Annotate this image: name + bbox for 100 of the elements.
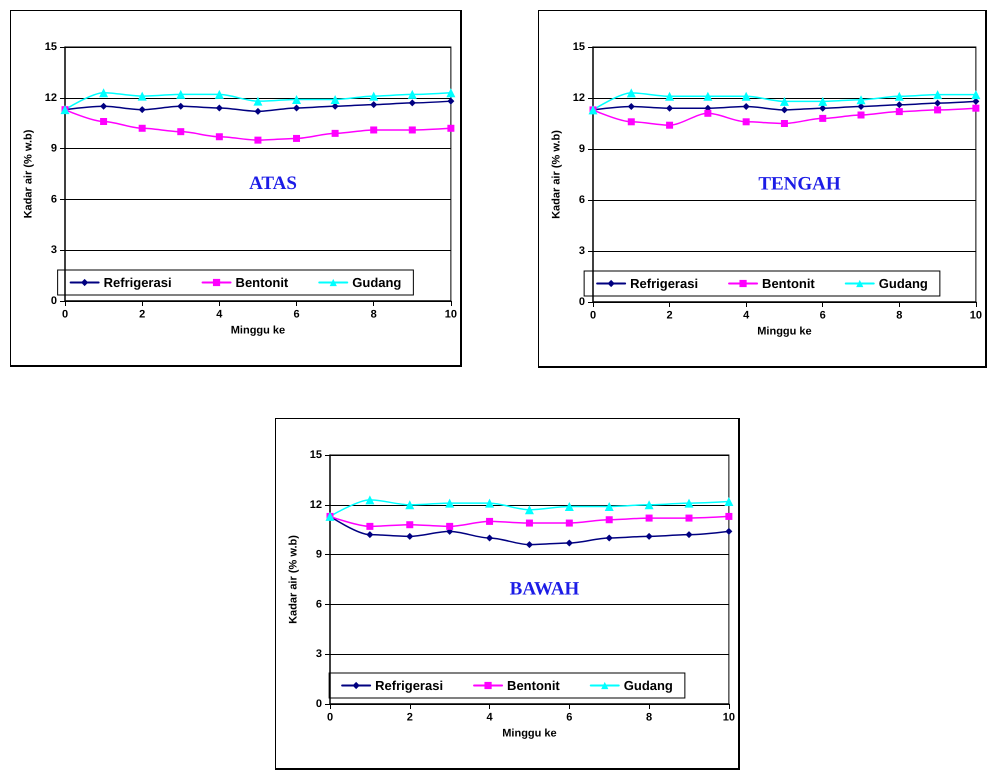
y-tick-label: 15 xyxy=(572,41,585,53)
point xyxy=(646,514,653,522)
y-tick-label: 6 xyxy=(578,194,585,206)
y-tick-label: 6 xyxy=(316,598,322,610)
point xyxy=(644,500,654,510)
point xyxy=(176,90,186,99)
point xyxy=(780,96,789,106)
point xyxy=(606,516,613,524)
point xyxy=(447,98,454,105)
point xyxy=(445,498,454,508)
legend-label: Bentonit xyxy=(762,276,816,291)
point xyxy=(666,122,674,129)
y-tick-label: 15 xyxy=(310,449,322,461)
point xyxy=(177,102,184,110)
point xyxy=(646,532,653,540)
x-tick-label: 8 xyxy=(896,310,902,322)
point xyxy=(216,133,223,140)
x-tick-label: 2 xyxy=(406,712,413,724)
x-tick-label: 0 xyxy=(326,712,334,724)
point xyxy=(972,104,980,112)
y-tick-label: 0 xyxy=(578,296,585,308)
legend-label: Bentonit xyxy=(236,275,289,290)
point xyxy=(934,100,942,107)
point xyxy=(370,126,378,134)
point xyxy=(780,106,788,114)
point xyxy=(742,92,751,101)
y-tick-label: 9 xyxy=(50,142,57,155)
x-tick-label: 10 xyxy=(970,310,982,322)
point xyxy=(665,92,674,101)
point xyxy=(293,104,300,112)
point xyxy=(724,496,734,506)
point xyxy=(292,94,302,104)
point xyxy=(216,104,223,112)
point xyxy=(447,124,454,132)
point xyxy=(177,128,184,136)
point xyxy=(138,124,146,132)
point xyxy=(254,136,262,144)
point xyxy=(725,528,732,535)
point xyxy=(742,103,750,110)
y-tick-label: 3 xyxy=(316,648,322,660)
y-tick-label: 9 xyxy=(578,143,585,155)
point xyxy=(99,88,108,98)
y-tick-label: 12 xyxy=(310,498,322,511)
point xyxy=(100,118,108,126)
point xyxy=(406,532,414,540)
point xyxy=(564,502,574,511)
point xyxy=(606,534,613,542)
text: TENGAH xyxy=(758,173,841,194)
point xyxy=(365,495,374,504)
x-tick-label: 6 xyxy=(820,310,826,322)
point xyxy=(896,101,903,108)
x-tick-label: 10 xyxy=(722,712,736,724)
y-tick-label: 3 xyxy=(50,244,57,256)
point xyxy=(446,522,454,530)
legend-label: Refrigerasi xyxy=(630,276,698,291)
legend-label: Refrigerasi xyxy=(375,678,444,693)
point xyxy=(566,539,573,546)
point xyxy=(742,118,750,126)
y-axis-title: Kadar air (% w.b) xyxy=(550,130,562,219)
x-tick-label: 0 xyxy=(62,308,68,320)
point xyxy=(526,520,533,527)
point xyxy=(214,90,224,99)
y-axis-title: Kadar air (% w.b) xyxy=(22,129,34,218)
point xyxy=(408,126,416,134)
x-tick-label: 4 xyxy=(743,310,750,322)
point xyxy=(100,102,108,110)
point xyxy=(406,521,414,528)
x-tick-label: 0 xyxy=(590,310,596,322)
legend-label: Gudang xyxy=(352,275,402,290)
x-tick-label: 8 xyxy=(370,308,377,320)
point xyxy=(933,90,942,100)
point xyxy=(138,106,146,114)
y-tick-label: 0 xyxy=(50,295,57,307)
y-tick-label: 0 xyxy=(316,698,322,710)
point xyxy=(138,92,147,101)
y-tick-label: 6 xyxy=(50,193,57,206)
y-tick-label: 12 xyxy=(44,92,57,104)
point xyxy=(628,103,635,110)
point xyxy=(858,103,865,110)
point xyxy=(819,114,826,122)
point xyxy=(446,88,456,98)
point xyxy=(405,500,414,510)
x-axis-title: Minggu ke xyxy=(502,728,557,740)
x-tick-label: 6 xyxy=(293,308,300,320)
x-axis-title: Minggu ke xyxy=(757,326,812,338)
x-tick-label: 4 xyxy=(216,308,224,320)
y-tick-label: 15 xyxy=(44,41,57,53)
x-tick-label: 4 xyxy=(486,712,494,724)
point xyxy=(486,518,494,525)
point xyxy=(628,118,635,126)
point xyxy=(486,534,494,542)
point xyxy=(894,92,904,101)
legend-label: Refrigerasi xyxy=(104,275,172,290)
point xyxy=(666,104,674,112)
x-tick-label: 8 xyxy=(646,712,652,724)
point xyxy=(626,88,636,98)
point xyxy=(971,90,980,100)
point xyxy=(369,92,378,101)
legend-label: Gudang xyxy=(624,678,673,693)
legend-label: Gudang xyxy=(878,276,928,291)
